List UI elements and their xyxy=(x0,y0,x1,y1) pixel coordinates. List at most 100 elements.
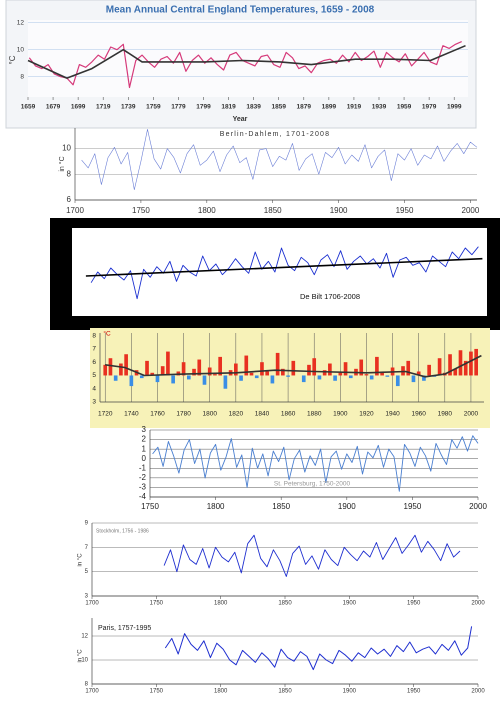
x-tick-label: 2000 xyxy=(464,411,479,418)
bar xyxy=(437,358,442,376)
x-tick-label: 1750 xyxy=(150,689,164,695)
x-tick-label: 1900 xyxy=(330,206,348,215)
y-tick-label: 1 xyxy=(142,444,147,453)
y-tick-label: 8 xyxy=(92,332,96,339)
line xyxy=(152,435,479,492)
bar xyxy=(422,375,426,381)
bar xyxy=(474,348,478,376)
x-tick-label: 1850 xyxy=(272,502,290,511)
bar xyxy=(108,358,113,376)
bar xyxy=(260,362,264,376)
bar xyxy=(181,362,186,376)
bar xyxy=(406,360,411,376)
y-tick-label: 8 xyxy=(85,682,89,688)
x-tick-label: 1659 xyxy=(21,104,36,111)
plot-background xyxy=(72,228,487,316)
y-tick-label: -1 xyxy=(139,463,147,472)
x-tick-label: 1759 xyxy=(146,104,161,111)
x-tick-label: 1840 xyxy=(255,411,270,418)
x-tick-label: 1900 xyxy=(343,689,357,695)
y-tick-label: 5 xyxy=(85,569,89,575)
y-tick-label: 6 xyxy=(67,195,72,204)
bar xyxy=(458,350,463,376)
x-tick-label: 1960 xyxy=(411,411,426,418)
bar xyxy=(176,371,181,376)
x-tick-label: 1700 xyxy=(85,601,99,607)
x-tick-label: 1800 xyxy=(214,601,228,607)
x-tick-label: 1850 xyxy=(278,601,292,607)
line xyxy=(164,626,473,671)
x-tick-label: 2000 xyxy=(469,502,487,511)
y-axis-label: in °C xyxy=(58,156,66,171)
bar xyxy=(369,375,374,380)
y-tick-label: 4 xyxy=(92,385,96,392)
bar xyxy=(150,372,155,376)
bar xyxy=(380,371,384,376)
bar xyxy=(275,352,280,376)
x-tick-label: 1979 xyxy=(422,104,437,111)
y-tick-label: 0 xyxy=(142,454,147,463)
x-tick-label: 1980 xyxy=(438,411,453,418)
bar xyxy=(469,351,473,376)
x-tick-label: 1850 xyxy=(278,689,292,695)
chart-title: Mean Annual Central England Temperatures… xyxy=(106,5,375,16)
x-tick-label: 1740 xyxy=(124,411,139,418)
x-tick-label: 1899 xyxy=(322,104,337,111)
x-tick-label: 1750 xyxy=(150,601,164,607)
bar xyxy=(171,375,175,384)
x-tick-label: 1800 xyxy=(207,502,225,511)
x-tick-label: 1940 xyxy=(385,411,400,418)
x-tick-label: 1959 xyxy=(397,104,412,111)
bar xyxy=(113,375,118,381)
line xyxy=(81,129,478,190)
chart-title: Berlin-Dahlem, 1701-2008 xyxy=(220,131,331,138)
bar xyxy=(375,356,379,376)
bar xyxy=(202,375,207,385)
bar xyxy=(286,375,290,377)
bar xyxy=(249,372,254,376)
bar xyxy=(192,368,196,376)
x-tick-label: 1999 xyxy=(447,104,462,111)
x-tick-label: 2000 xyxy=(471,689,485,695)
x-tick-label: 1900 xyxy=(338,502,356,511)
bar xyxy=(385,375,390,377)
bar xyxy=(348,375,353,379)
bar xyxy=(359,359,364,376)
chart-title: St. Petersburg, 1750-2000 xyxy=(274,481,351,488)
bar xyxy=(218,356,222,376)
bar xyxy=(307,364,311,376)
x-tick-label: 1900 xyxy=(333,411,348,418)
x-tick-label: 1859 xyxy=(271,104,286,111)
bar xyxy=(411,375,416,383)
y-tick-label: 12 xyxy=(17,19,25,26)
x-tick-label: 1779 xyxy=(171,104,186,111)
x-tick-label: 1780 xyxy=(176,411,191,418)
y-tick-label: 7 xyxy=(85,545,89,551)
line xyxy=(28,41,462,89)
bar xyxy=(160,366,165,376)
y-tick-label: 10 xyxy=(62,144,71,153)
y-tick-label: 10 xyxy=(17,46,25,53)
x-tick-label: 1820 xyxy=(229,411,244,418)
y-tick-label: -4 xyxy=(139,492,147,501)
x-tick-label: 1839 xyxy=(246,104,261,111)
y-tick-label: 3 xyxy=(85,594,89,600)
y-tick-label: 6 xyxy=(92,359,96,366)
y-tick-label: 2 xyxy=(142,435,147,444)
line xyxy=(85,257,483,277)
bar xyxy=(270,375,275,384)
y-tick-label: 9 xyxy=(85,521,89,527)
bar xyxy=(265,371,270,376)
y-axis-label: °C xyxy=(8,55,17,64)
bar xyxy=(448,354,452,376)
bar xyxy=(103,364,108,376)
bar xyxy=(129,375,134,387)
bar xyxy=(333,375,337,381)
y-tick-label: 10 xyxy=(81,658,88,664)
bar xyxy=(124,354,128,376)
x-tick-label: 1800 xyxy=(202,411,217,418)
x-tick-label: 1800 xyxy=(198,206,216,215)
line xyxy=(90,246,479,300)
y-tick-label: 5 xyxy=(92,372,96,379)
